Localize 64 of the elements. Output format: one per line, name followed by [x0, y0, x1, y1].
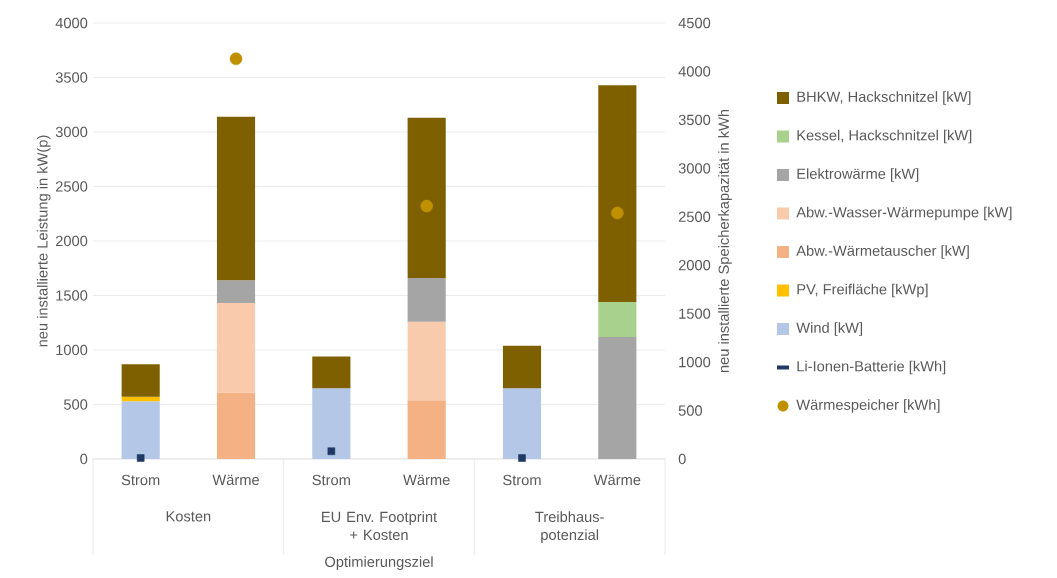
- bar: [502, 345, 542, 389]
- bar: [598, 302, 637, 337]
- legend-label: Abw.-Wärmetauscher [kW]: [796, 245, 969, 259]
- x-tick-label: Strom: [312, 474, 350, 486]
- point: [420, 199, 433, 213]
- bar: [121, 364, 160, 397]
- x-tick-label: Wärme: [593, 474, 641, 486]
- x-tick-label: Wärme: [212, 474, 259, 486]
- text: Kosten: [166, 511, 211, 522]
- x-tick-label: Strom: [121, 474, 160, 486]
- y-tick-label: 1000: [56, 344, 88, 356]
- y2-tick-label: 2000: [678, 260, 711, 271]
- legend-label: Abw.-Wasser-Wärmepumpe [kW]: [796, 206, 1012, 221]
- point: [611, 206, 624, 220]
- bar: [407, 278, 446, 322]
- y-tick-label: 4000: [55, 17, 88, 29]
- y2-axis-title: neu installierte Speicherkapazität in kWh: [718, 109, 732, 373]
- y2-tick-label: 4000: [678, 66, 711, 77]
- y2-tick-label: 1000: [679, 356, 711, 368]
- bar: [216, 116, 256, 281]
- bar: [216, 392, 256, 459]
- y2-tick-label: 1500: [679, 308, 711, 319]
- legend-label: PV, Freifläche [kWp]: [797, 283, 928, 298]
- bar: [598, 336, 637, 459]
- legend-label: Wärmespeicher [kWh]: [796, 399, 940, 413]
- point: [518, 454, 526, 462]
- bar: [312, 388, 351, 459]
- y2-tick-label: 500: [678, 405, 703, 416]
- y-tick-label: 1500: [56, 290, 88, 301]
- point: [136, 454, 145, 462]
- y2-tick-label: 3500: [678, 114, 711, 126]
- bar: [598, 85, 637, 303]
- text: Treibhaus-potenzial: [535, 511, 604, 543]
- bar: [407, 117, 446, 279]
- y-tick-label: 500: [63, 399, 88, 410]
- y-tick-label: 3500: [55, 72, 88, 83]
- y-tick-label: 2000: [55, 235, 88, 247]
- y-tick-label: 3000: [55, 126, 88, 138]
- bar: [407, 321, 446, 401]
- legend-label: Li-Ionen-Batterie [kWh]: [797, 360, 946, 375]
- bar: [216, 280, 256, 304]
- legend-label: Kessel, Hackschnitzel [kW]: [797, 129, 972, 144]
- y2-tick-label: 4500: [678, 17, 711, 29]
- point: [229, 52, 243, 66]
- bar: [312, 356, 351, 389]
- y-tick-label: 2500: [55, 181, 88, 192]
- legend-label: Elektrowärme [kW]: [797, 168, 919, 182]
- bar: [121, 401, 160, 459]
- text: EU Env. Footprint + Kosten: [322, 511, 438, 541]
- bar: [502, 388, 542, 459]
- y2-tick-label: 0: [678, 453, 686, 465]
- x-tick-label: Strom: [503, 474, 541, 486]
- bar: [407, 400, 446, 459]
- y-tick-label: 0: [80, 453, 88, 465]
- legend-label: BHKW, Hackschnitzel [kW]: [797, 91, 971, 105]
- x-tick-label: Wärme: [403, 474, 450, 486]
- y2-tick-label: 3000: [678, 163, 711, 174]
- legend-label: Wind [kW]: [796, 322, 863, 336]
- y-axis-title: neu installierte Leistung in kW(p): [36, 135, 51, 347]
- bar: [216, 303, 256, 393]
- x-axis-title: Optimierungsziel: [325, 556, 433, 570]
- bar: [121, 396, 160, 402]
- y2-tick-label: 2500: [678, 211, 711, 222]
- point: [327, 447, 336, 455]
